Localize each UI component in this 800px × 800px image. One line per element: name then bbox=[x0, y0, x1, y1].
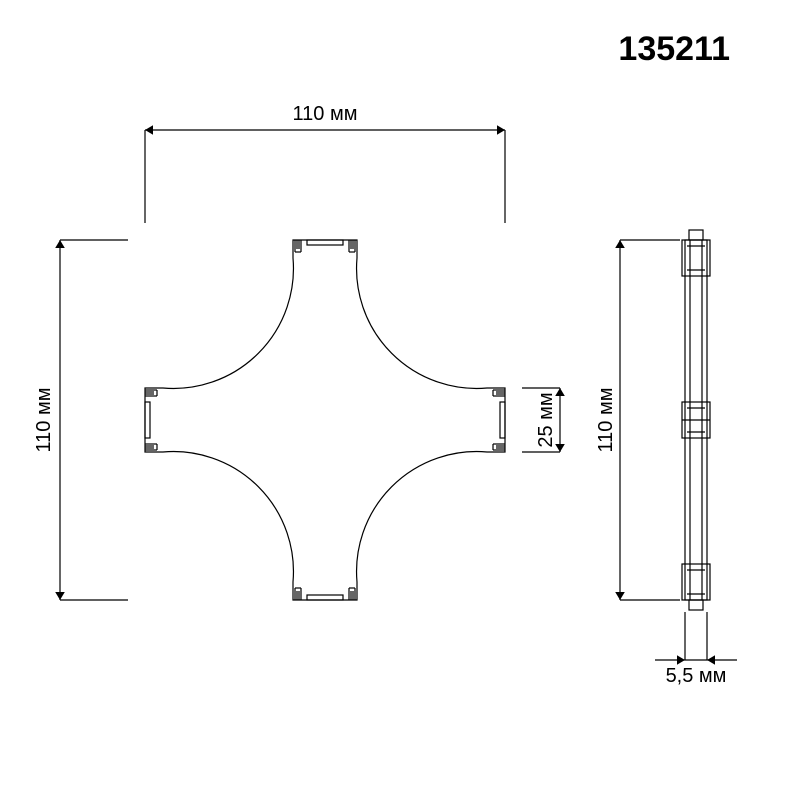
technical-drawing: 110 мм 110 мм 25 мм 110 мм 5,5 мм bbox=[0, 0, 800, 800]
dim-side-height: 110 мм bbox=[595, 388, 617, 453]
cross-outline bbox=[145, 240, 505, 600]
dim-thickness: 5,5 мм bbox=[666, 665, 727, 687]
dim-height-left: 110 мм bbox=[33, 388, 55, 453]
part-number: 135211 bbox=[618, 30, 730, 69]
dim-arm-width: 25 мм bbox=[535, 392, 557, 447]
dim-width-top: 110 мм bbox=[293, 103, 358, 125]
